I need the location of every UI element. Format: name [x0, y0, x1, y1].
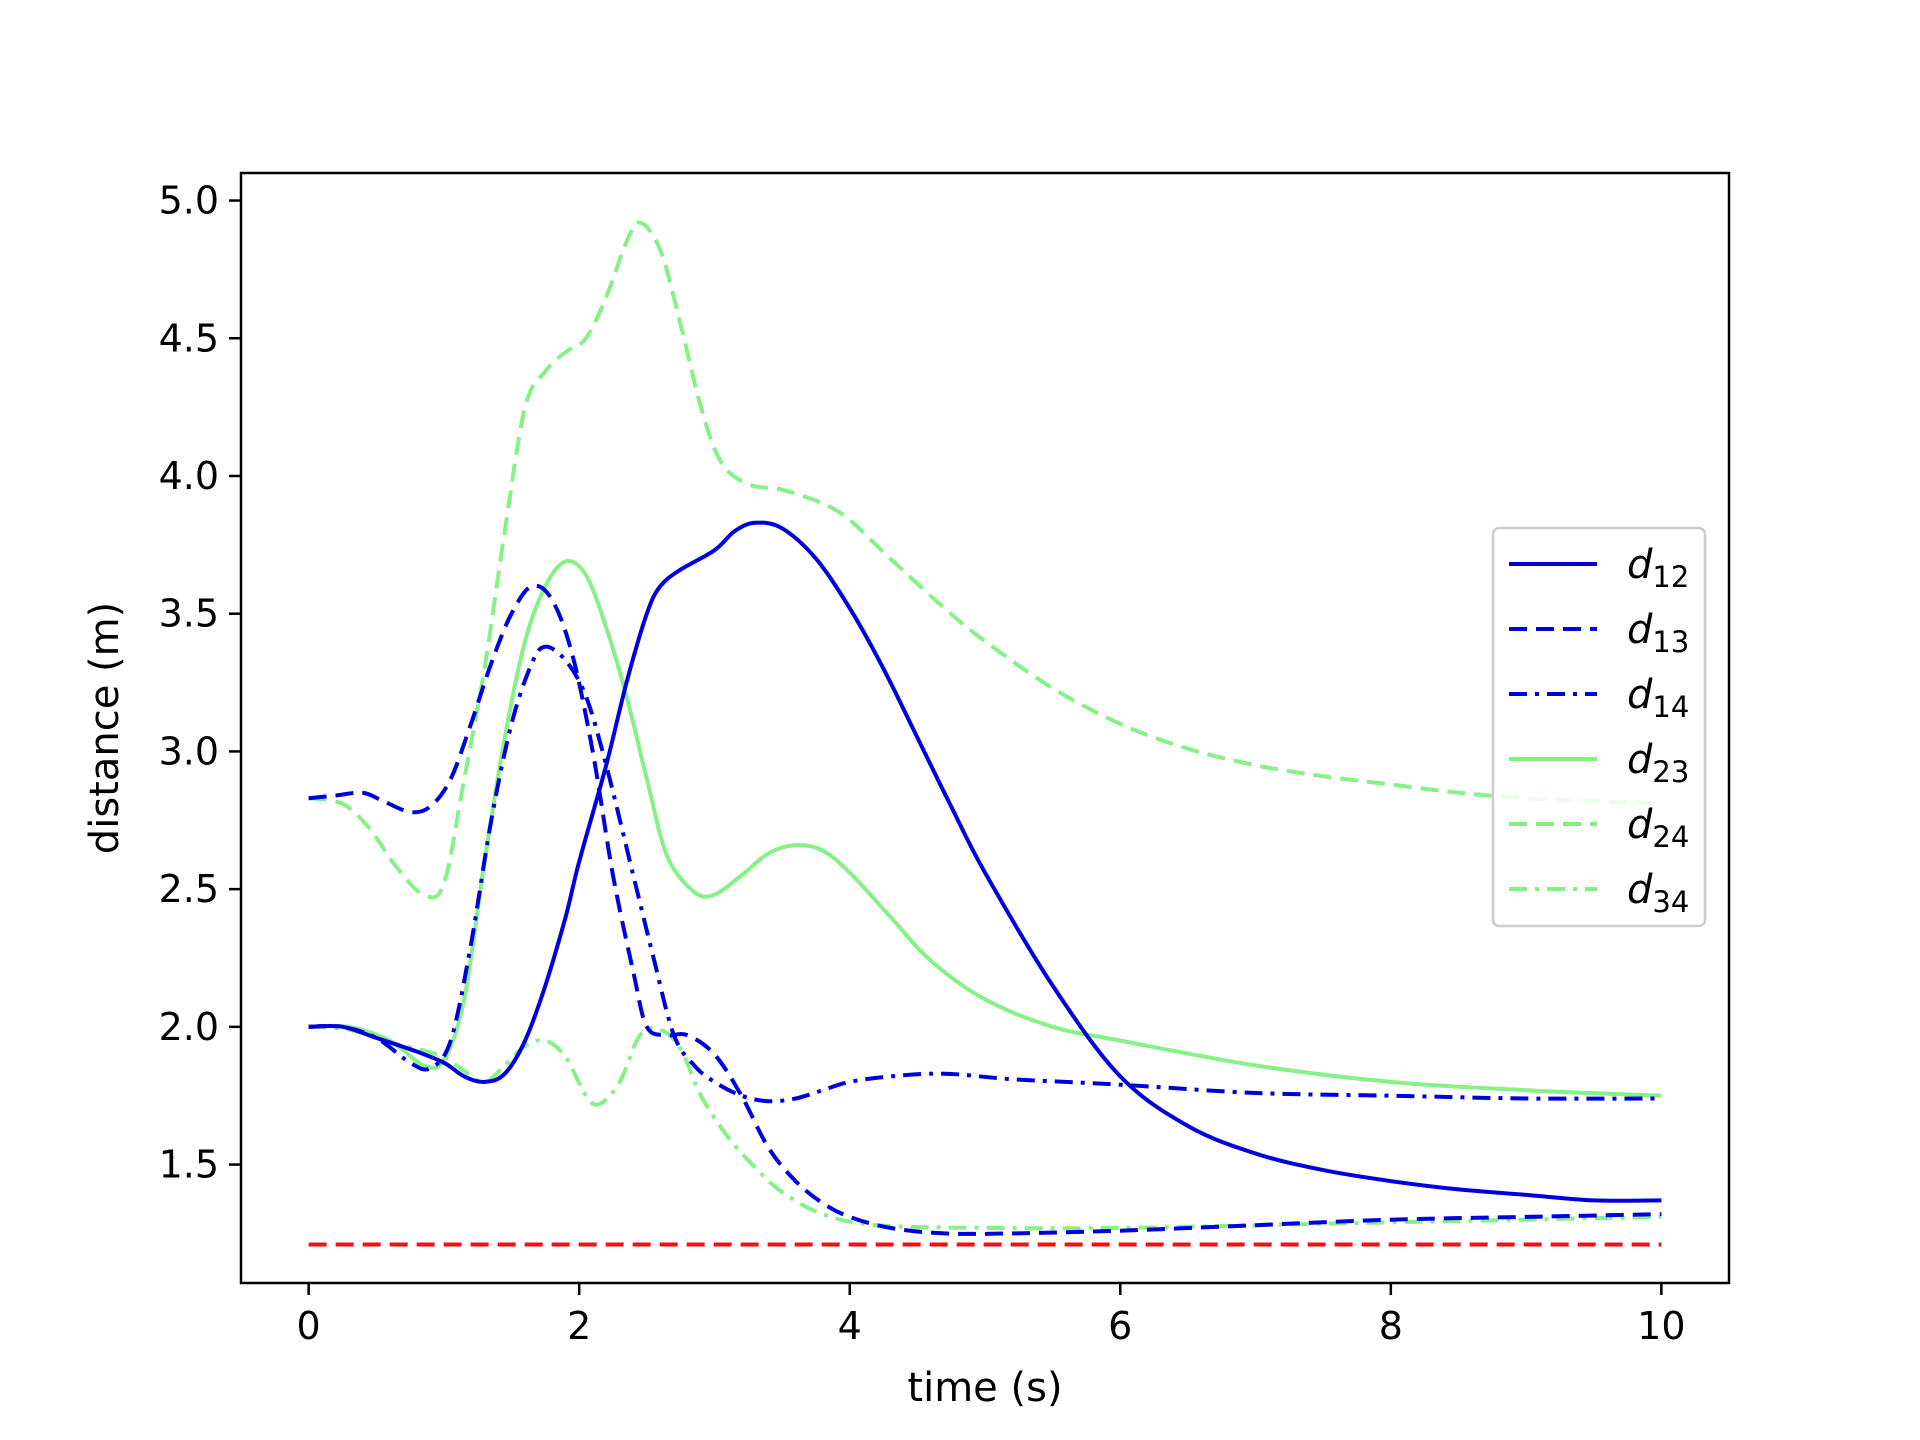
y-axis-title: distance (m)	[82, 602, 128, 854]
y-tick-label: 2.5	[159, 867, 219, 911]
series-line-d12	[308, 520, 1662, 1203]
series-layer	[308, 220, 1662, 1247]
y-tick-label: 5.0	[159, 179, 219, 223]
x-tick-label: 0	[297, 1304, 321, 1348]
x-axis: 0 2 4 6 8 10	[297, 1283, 1686, 1348]
x-tick-label: 6	[1108, 1304, 1132, 1348]
y-tick-label: 2.0	[159, 1005, 219, 1049]
y-tick-label: 3.0	[159, 729, 219, 773]
series-line-d14	[308, 644, 1662, 1104]
x-tick-label: 2	[567, 1304, 591, 1348]
y-tick-label: 3.5	[159, 592, 219, 636]
x-tick-label: 4	[838, 1304, 862, 1348]
x-tick-label: 10	[1637, 1304, 1685, 1348]
x-tick-label: 8	[1379, 1304, 1403, 1348]
y-tick-label: 4.5	[159, 316, 219, 360]
plot-frame	[239, 171, 1731, 1285]
y-tick-label: 1.5	[159, 1143, 219, 1187]
series-line-d13	[308, 583, 1662, 1236]
y-tick-label: 4.0	[159, 454, 219, 498]
y-axis: 1.5 2.0 2.5 3.0 3.5 4.0 4.5 5.0	[159, 179, 241, 1187]
x-axis-title: time (s)	[907, 1365, 1062, 1411]
series-line-d24	[308, 220, 1662, 900]
series-line-d34	[308, 1024, 1662, 1231]
